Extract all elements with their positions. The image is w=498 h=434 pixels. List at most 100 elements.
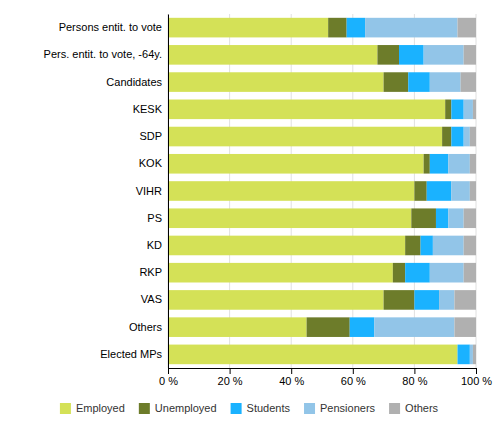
tick-label: VIHR (136, 185, 162, 197)
tick-mark (414, 368, 415, 374)
axis-line (168, 15, 169, 369)
tick-label: Others (129, 321, 163, 333)
bar (168, 345, 458, 365)
bar-series (454, 18, 476, 364)
y-tick: KOK (139, 157, 168, 169)
tick-label: KD (147, 239, 162, 251)
bar (470, 154, 476, 174)
bar (408, 72, 430, 92)
legend-label: Employed (76, 402, 125, 414)
bar (424, 45, 464, 65)
bar (414, 290, 439, 310)
bar (473, 100, 476, 120)
bar (168, 154, 424, 174)
bar (458, 345, 470, 365)
tick-label: 0 % (159, 375, 178, 387)
bar (470, 127, 476, 147)
tick-label: VAS (141, 293, 162, 305)
bar (451, 100, 463, 120)
bar (436, 208, 448, 228)
bar (411, 208, 436, 228)
tick-mark (168, 368, 169, 374)
x-axis: 0 %20 %40 %60 %80 %100 % (159, 368, 492, 387)
bar (168, 263, 393, 283)
y-tick: VAS (141, 293, 168, 305)
tick-label: Pers. entit. to vote, -64y. (44, 48, 162, 60)
tick-label: Candidates (106, 76, 162, 88)
legend-label: Unemployed (155, 402, 217, 414)
bar (168, 100, 445, 120)
y-tick: PS (147, 212, 168, 224)
tick-label: Elected MPs (100, 348, 162, 360)
y-tick: Persons entit. to vote (59, 21, 168, 33)
bar (430, 154, 448, 174)
tick-mark (353, 368, 354, 374)
bar (399, 45, 424, 65)
bar (384, 72, 409, 92)
bar (445, 100, 451, 120)
legend-label: Pensioners (320, 402, 376, 414)
legend-swatch (304, 403, 315, 414)
bar (307, 317, 350, 337)
y-tick: Others (129, 321, 168, 333)
bar (168, 72, 384, 92)
bar (448, 208, 463, 228)
bar (464, 127, 470, 147)
bar (384, 290, 415, 310)
bar (470, 345, 473, 365)
tick-mark (230, 368, 231, 374)
bar (451, 181, 469, 201)
plot: 0 %20 %40 %60 %80 %100 %Persons entit. t… (44, 14, 493, 387)
legend-swatch (231, 403, 242, 414)
bar (405, 236, 420, 256)
tick-label: RKP (139, 266, 162, 278)
bar (451, 127, 463, 147)
tick-mark (291, 368, 292, 374)
y-tick: KESK (133, 103, 168, 115)
bar (421, 236, 433, 256)
x-tick: 40 % (279, 368, 304, 387)
legend-item: Employed (60, 402, 125, 414)
tick-label: 80 % (402, 375, 427, 387)
bar (414, 181, 426, 201)
y-tick: Pers. entit. to vote, -64y. (44, 48, 168, 60)
legend-item: Others (389, 402, 439, 414)
y-tick: RKP (139, 266, 168, 278)
bar (405, 263, 430, 283)
bar-series (307, 18, 452, 337)
bar (448, 154, 470, 174)
bar (427, 181, 452, 201)
bar (439, 290, 454, 310)
bar (168, 18, 328, 38)
bar (430, 263, 464, 283)
bar (461, 72, 476, 92)
bar (347, 18, 365, 38)
x-tick: 0 % (159, 368, 178, 387)
x-tick: 80 % (402, 368, 427, 387)
legend-label: Students (247, 402, 291, 414)
bar (454, 317, 476, 337)
tick-label: SDP (139, 130, 162, 142)
bar (473, 345, 476, 365)
bar (442, 127, 451, 147)
legend-item: Unemployed (139, 402, 217, 414)
y-axis: Persons entit. to vote Pers. entit. to vo… (44, 15, 169, 369)
tick-label: Persons entit. to vote (59, 21, 162, 33)
y-tick: Elected MPs (100, 348, 168, 360)
chart: 0 %20 %40 %60 %80 %100 %Persons entit. t… (0, 0, 498, 434)
bar (374, 317, 454, 337)
bar (168, 181, 414, 201)
bar (464, 208, 476, 228)
bar (365, 18, 457, 38)
bar (430, 72, 461, 92)
bar (168, 290, 384, 310)
bar-series (347, 18, 470, 364)
y-tick: VIHR (136, 185, 168, 197)
x-tick: 100 % (461, 368, 492, 387)
tick-mark (476, 368, 477, 374)
x-tick: 60 % (341, 368, 366, 387)
bars (168, 18, 476, 364)
legend-swatch (60, 403, 71, 414)
bar (393, 263, 405, 283)
bar (168, 127, 442, 147)
